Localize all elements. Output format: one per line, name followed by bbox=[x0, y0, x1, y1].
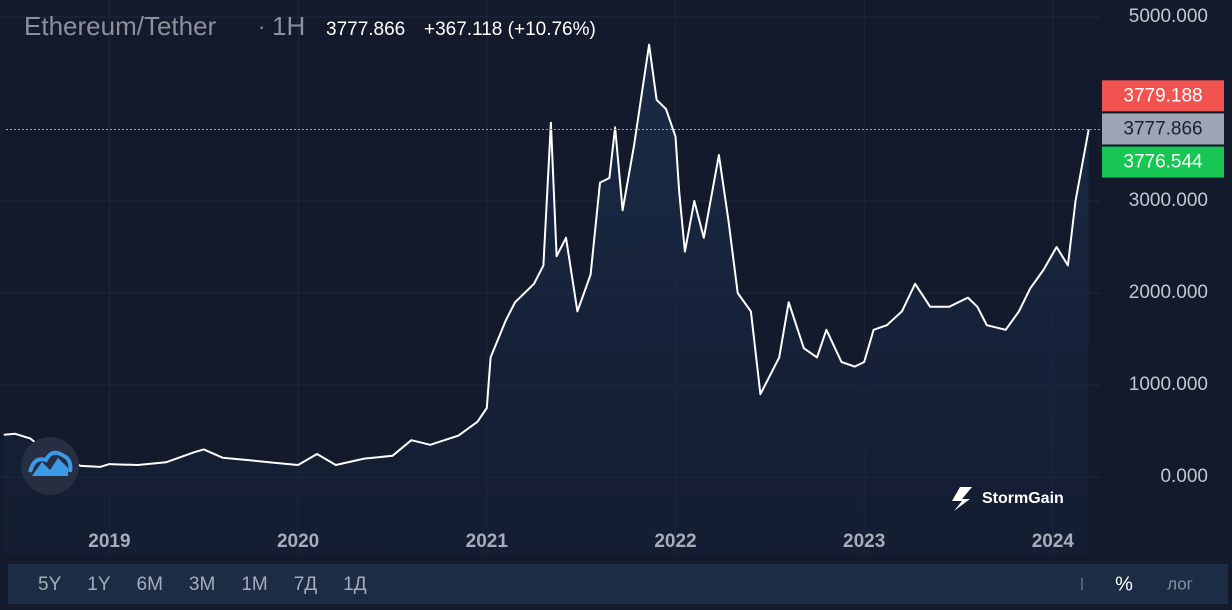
area bbox=[3, 44, 1089, 555]
x-tick-label: 2024 bbox=[1032, 531, 1075, 552]
y-tick-label: 1000.000 bbox=[1129, 374, 1208, 395]
x-tick-label: 2020 bbox=[277, 531, 319, 552]
x-tick-label: 2022 bbox=[654, 531, 696, 552]
price-label: 3777.866 bbox=[1123, 118, 1202, 139]
range-button[interactable]: 1M bbox=[241, 574, 267, 595]
x-tick-label: 2019 bbox=[88, 531, 130, 552]
range-button[interactable]: 1Y bbox=[87, 574, 111, 595]
last-price: 3777.866 bbox=[326, 19, 405, 40]
separator: · bbox=[258, 14, 265, 39]
log-toggle[interactable]: лог bbox=[1167, 574, 1193, 593]
percent-toggle[interactable]: % bbox=[1115, 573, 1133, 595]
price-box bbox=[1102, 80, 1224, 112]
logo: StormGain bbox=[982, 490, 1064, 507]
y-tick-label: 2000.000 bbox=[1129, 282, 1208, 303]
y-tick-label: 0.000 bbox=[1160, 466, 1208, 487]
range-button[interactable]: 7Д bbox=[294, 574, 318, 595]
toolbar bbox=[8, 564, 1228, 604]
x-tick-label: 2023 bbox=[843, 531, 885, 552]
price-line bbox=[3, 43, 1090, 468]
range-button[interactable]: 5Y bbox=[38, 574, 62, 595]
interval: 1H bbox=[272, 11, 305, 41]
range-button[interactable]: 3M bbox=[189, 574, 215, 595]
symbol: Ethereum/Tether bbox=[24, 11, 217, 41]
price-change: +367.118 (+10.76%) bbox=[424, 19, 596, 40]
app-icon[interactable] bbox=[21, 437, 79, 495]
x-tick-label: 2021 bbox=[466, 531, 509, 552]
logo-icon bbox=[952, 487, 972, 511]
range-button[interactable]: 6M bbox=[137, 574, 163, 595]
y-tick-label: 5000.000 bbox=[1129, 6, 1208, 27]
price-box bbox=[1102, 146, 1224, 178]
price-label: 3776.544 bbox=[1123, 152, 1203, 173]
y-tick-label: 3000.000 bbox=[1129, 190, 1208, 211]
price-box bbox=[1102, 113, 1224, 145]
price-label: 3779.188 bbox=[1123, 85, 1202, 106]
range-button[interactable]: 1Д bbox=[343, 574, 367, 595]
